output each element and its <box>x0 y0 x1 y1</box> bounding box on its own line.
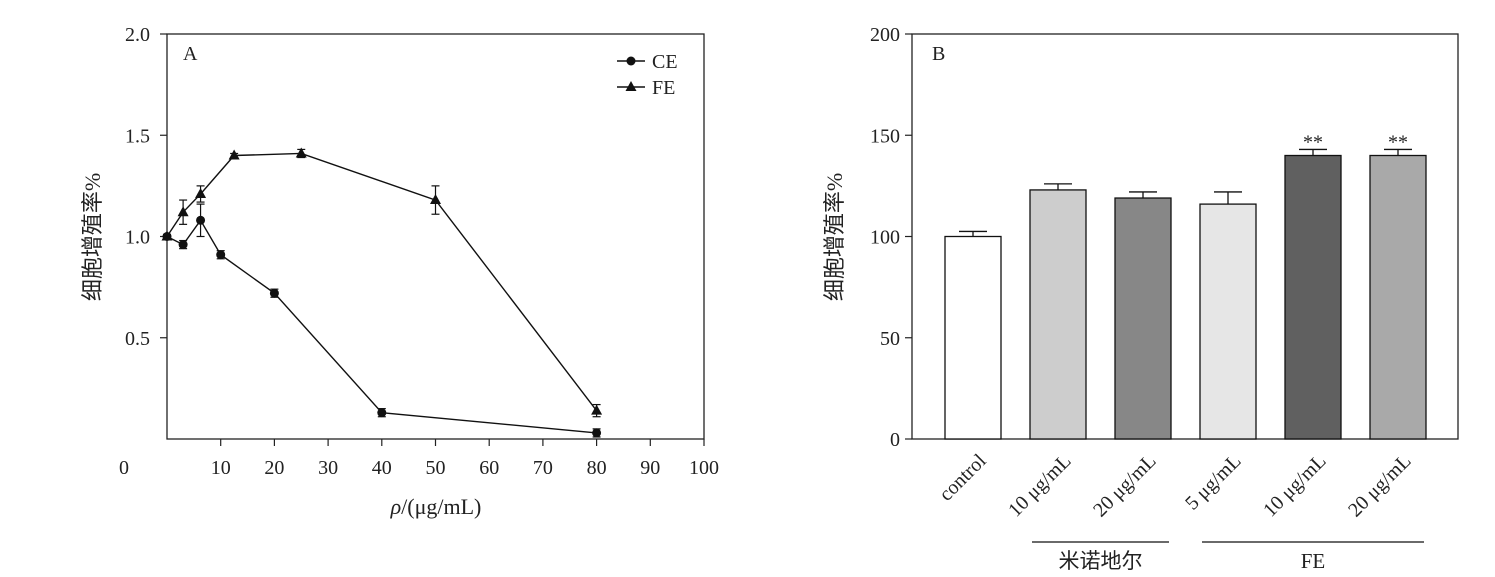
panel-a-frame <box>166 33 705 440</box>
data-point-triangle <box>591 404 603 415</box>
group-bracket: FE <box>1202 541 1424 573</box>
data-point-triangle <box>295 147 307 158</box>
bar <box>1029 189 1087 440</box>
panel-a-y-ticks: 0.5 1.0 1.5 2.0 <box>125 24 167 350</box>
panel-a: A 细胞增殖率% ρ/(μg/mL) 0 10 20 30 40 50 60 70 80 90 10… <box>80 24 719 519</box>
y-tick-label: 1.0 <box>125 227 150 249</box>
panel-a-series <box>161 147 603 438</box>
y-tick-label: 0 <box>890 429 900 451</box>
significance-marker: ** <box>1388 131 1408 153</box>
x-tick-label: 20 <box>264 457 284 479</box>
legend-item-ce: CE <box>617 51 678 73</box>
data-point-triangle <box>228 149 240 160</box>
x-tick-label: 0 <box>119 457 129 479</box>
group-label: 米诺地尔 <box>1059 549 1143 573</box>
panel-a-y-axis-title: 细胞增殖率% <box>80 173 105 301</box>
data-point-triangle <box>625 81 637 91</box>
bar-group: ** <box>1284 131 1342 440</box>
legend-label: FE <box>652 77 675 99</box>
x-tick-label: 30 <box>318 457 338 479</box>
x-tick-label: 50 <box>426 457 446 479</box>
bar-group <box>1029 183 1087 440</box>
panel-b-y-ticks: 0 50 100 150 200 <box>870 24 912 451</box>
significance-marker: ** <box>1303 131 1323 153</box>
category-label: 5 μg/mL <box>1181 450 1245 514</box>
panel-a-x-axis-title: ρ/(μg/mL) <box>390 494 482 519</box>
category-label: 10 μg/mL <box>1004 450 1075 521</box>
panel-a-legend: CE FE <box>617 51 678 99</box>
bar-group <box>944 230 1002 440</box>
y-tick-label: 100 <box>870 227 900 249</box>
data-point-triangle <box>430 194 441 205</box>
panel-a-x-axis-symbol: ρ <box>390 494 402 519</box>
y-tick-label: 2.0 <box>125 24 150 46</box>
bar <box>1369 154 1427 440</box>
data-point-circle <box>626 56 636 66</box>
data-point-triangle <box>161 230 173 241</box>
panel-b-y-axis-title: 细胞增殖率% <box>822 173 847 301</box>
data-point-triangle <box>195 187 207 198</box>
data-point-circle <box>196 215 206 225</box>
x-tick-label: 60 <box>479 457 499 479</box>
panel-a-x-axis-unit: /(μg/mL) <box>401 494 481 519</box>
series-fe <box>161 147 603 418</box>
data-point-circle <box>377 408 387 418</box>
group-bracket: 米诺地尔 <box>1032 541 1169 573</box>
x-tick-label: 100 <box>689 457 719 479</box>
bar <box>1114 197 1172 440</box>
data-point-circle <box>592 428 602 438</box>
x-tick-label: 90 <box>640 457 660 479</box>
legend-label: CE <box>652 51 678 73</box>
category-label: 20 μg/mL <box>1344 450 1415 521</box>
bar-group <box>1114 191 1172 440</box>
x-tick-label: 40 <box>372 457 392 479</box>
x-tick-label: 80 <box>587 457 607 479</box>
bar-group <box>1199 191 1257 440</box>
y-tick-label: 50 <box>880 328 900 350</box>
y-tick-label: 200 <box>870 24 900 46</box>
x-tick-label: 70 <box>533 457 553 479</box>
panel-a-label: A <box>183 43 198 65</box>
group-label: FE <box>1301 549 1326 573</box>
panel-b-label: B <box>932 43 945 65</box>
data-point-circle <box>216 250 226 260</box>
category-label: 10 μg/mL <box>1259 450 1330 521</box>
panel-b-bars: ** ** <box>944 131 1427 440</box>
data-point-circle <box>269 288 279 298</box>
series-ce <box>162 203 602 438</box>
legend-item-fe: FE <box>617 77 675 99</box>
data-point-triangle <box>177 206 189 217</box>
category-label: 20 μg/mL <box>1089 450 1160 521</box>
x-tick-label: 10 <box>211 457 231 479</box>
bar-group: ** <box>1369 131 1427 440</box>
y-tick-label: 150 <box>870 125 900 147</box>
panel-a-x-ticks: 0 10 20 30 40 50 60 70 80 90 100 <box>119 439 719 479</box>
y-tick-label: 1.5 <box>125 125 150 147</box>
panel-b-groups: 米诺地尔 FE <box>1032 541 1424 573</box>
y-tick-label: 0.5 <box>125 328 150 350</box>
data-point-circle <box>178 240 188 250</box>
series-line <box>166 152 598 412</box>
bar <box>944 235 1002 440</box>
bar <box>1284 154 1342 440</box>
panel-b-category-labels: control 10 μg/mL 20 μg/mL 5 μg/mL 10 μg/mL 20… <box>935 450 1416 522</box>
category-label: control <box>935 450 991 506</box>
bar <box>1199 203 1257 440</box>
